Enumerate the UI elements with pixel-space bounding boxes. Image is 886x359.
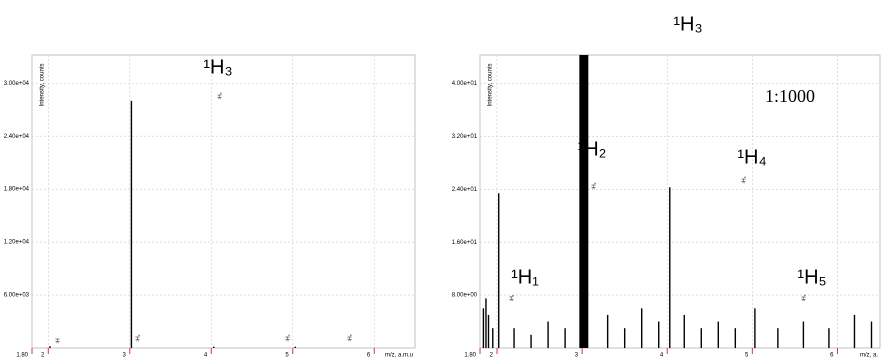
y-tick-label: 1.60e+01 [452, 240, 478, 246]
x-tick-label: 1.80 [464, 353, 476, 359]
y-axis-label: Intensity, counts [40, 64, 46, 107]
plot-area [31, 54, 416, 349]
x-tick-label: 3 [122, 353, 126, 359]
x-tick-label: 1.80 [16, 353, 28, 359]
peak-label: ¹H₁ [509, 294, 515, 301]
peak-label: ¹H₅ [801, 294, 807, 301]
y-tick-label: 4.00e+01 [452, 81, 478, 87]
y-tick-label: 8.00e+00 [452, 293, 478, 299]
peak-label: ¹H₄ [741, 176, 747, 183]
plot-area [479, 54, 881, 349]
x-tick-label: 4 [204, 353, 208, 359]
y-tick-label: 2.40e+01 [452, 187, 478, 193]
x-tick-label: 6 [367, 353, 371, 359]
x-tick-label: 3 [575, 353, 579, 359]
peak-label: ¹H₃ [217, 92, 223, 99]
x-axis-label: m/z, a.m.u [385, 353, 413, 359]
peak-label: ¹H₂ [135, 334, 141, 341]
y-tick-label: 1.80e+04 [4, 187, 30, 193]
annotation: ¹H₁ [511, 266, 539, 288]
peak-label: ¹H₄ [285, 334, 291, 341]
x-tick-label: 5 [285, 353, 289, 359]
y-tick-label: 2.40e+04 [4, 134, 30, 140]
annotation: ¹H₂ [578, 138, 607, 160]
peak-label: ¹H [55, 338, 61, 344]
x-axis-label: m/z, a. [860, 353, 878, 359]
y-axis-label: Intensity, counts [488, 64, 494, 107]
x-tick-label: 5 [745, 353, 749, 359]
y-tick-label: 3.20e+01 [452, 134, 478, 140]
y-tick-label: 1.20e+04 [4, 240, 30, 246]
x-tick-label: 4 [660, 353, 664, 359]
peak-label: ¹H₅ [347, 334, 353, 341]
x-tick-label: 6 [830, 353, 834, 359]
annotation: 1:1000 [765, 86, 815, 106]
x-tick-label: 2 [490, 353, 494, 359]
annotation: ¹H₅ [797, 266, 826, 288]
annotation: ¹H₃ [673, 13, 702, 35]
x-tick-label: 2 [41, 353, 45, 359]
y-tick-label: 6.00e+03 [4, 293, 30, 299]
y-tick-label: 3.00e+04 [4, 81, 30, 87]
annotation: ¹H₄ [737, 146, 766, 168]
peak-label: ¹H₂ [591, 182, 597, 189]
annotation: ¹H₃ [203, 56, 232, 78]
